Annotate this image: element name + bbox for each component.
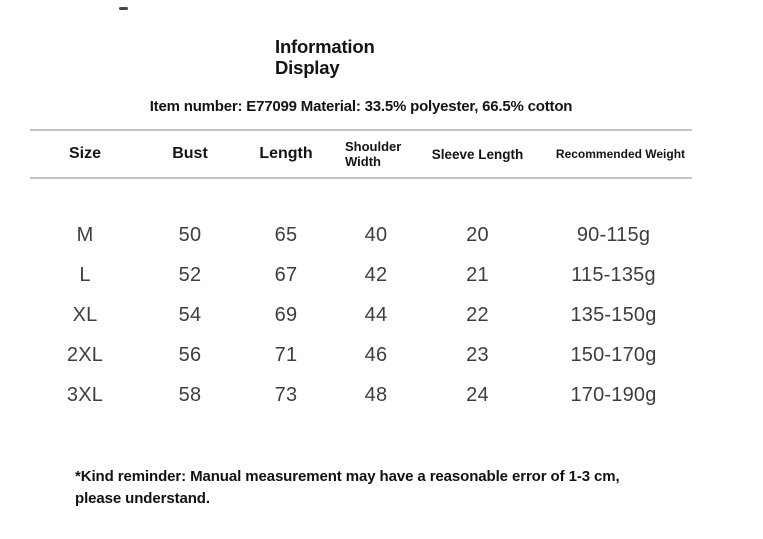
cell-size: 2XL (66, 343, 104, 366)
cell-sleeve-length: 24 (466, 383, 489, 406)
cell-length: 67 (274, 263, 298, 286)
cell-shoulder-width: 42 (364, 263, 388, 286)
table-row-xl: XL 54 69 44 22 135-150g (30, 295, 692, 335)
cell-sleeve-length: 23 (466, 343, 489, 366)
cell-recommended-weight: 115-135g (571, 263, 656, 286)
cell-sleeve-length: 20 (466, 223, 489, 246)
cell-sleeve-length: 21 (466, 263, 489, 286)
page-title: Information Display (275, 36, 375, 78)
cell-bust: 58 (178, 383, 202, 406)
column-header-recommended-weight: Recommended Weight (555, 147, 686, 161)
cell-bust: 56 (178, 343, 202, 366)
cell-length: 71 (274, 343, 298, 366)
table-row-m: M 50 65 40 20 90-115g (30, 215, 692, 255)
table-header-row: Size Bust Length Shoulder Width Sleeve L… (30, 129, 692, 179)
table-row-3xl: 3XL 58 73 48 24 170-190g (30, 375, 692, 415)
column-header-size: Size (68, 145, 101, 162)
table-row-2xl: 2XL 56 71 46 23 150-170g (30, 335, 692, 375)
cell-recommended-weight: 150-170g (570, 343, 657, 366)
cell-length: 73 (274, 383, 298, 406)
cell-bust: 52 (178, 263, 202, 286)
table-row-l: L 52 67 42 21 115-135g (30, 255, 692, 295)
cell-shoulder-width: 46 (364, 343, 388, 366)
size-chart-table: Size Bust Length Shoulder Width Sleeve L… (30, 129, 692, 415)
cell-size: M (76, 223, 94, 246)
reminder-note-line1: *Kind reminder: Manual measurement may h… (75, 468, 620, 485)
item-info-line: Item number: E77099 Material: 33.5% poly… (149, 98, 573, 115)
column-header-sleeve-length: Sleeve Length (431, 146, 524, 162)
reminder-note: *Kind reminder: Manual measurement may h… (75, 466, 620, 510)
cell-bust: 54 (178, 303, 202, 326)
cell-size: 3XL (66, 383, 104, 406)
column-header-bust: Bust (172, 145, 208, 162)
column-header-shoulder-width-label: Shoulder Width (345, 139, 402, 169)
column-header-length: Length (259, 145, 313, 162)
cell-recommended-weight: 90-115g (576, 223, 651, 246)
cell-length: 69 (274, 303, 298, 326)
cell-recommended-weight: 170-190g (570, 383, 657, 406)
cell-recommended-weight: 135-150g (570, 303, 657, 326)
page-title-line2: Display (275, 56, 340, 78)
cell-bust: 50 (178, 223, 202, 246)
cell-shoulder-width: 40 (364, 223, 388, 246)
cell-sleeve-length: 22 (466, 303, 489, 326)
top-dash-mark (119, 7, 128, 10)
cell-size: XL (72, 303, 98, 326)
reminder-note-line2: please understand. (75, 490, 210, 507)
cell-size: L (79, 263, 91, 286)
cell-shoulder-width: 48 (364, 383, 388, 406)
table-body: M 50 65 40 20 90-115g L 52 67 42 21 115-… (30, 179, 692, 415)
page-title-line1: Information (275, 36, 375, 57)
cell-shoulder-width: 44 (364, 303, 388, 326)
column-header-shoulder-width: Shoulder Width (332, 139, 420, 169)
cell-length: 65 (274, 223, 298, 246)
